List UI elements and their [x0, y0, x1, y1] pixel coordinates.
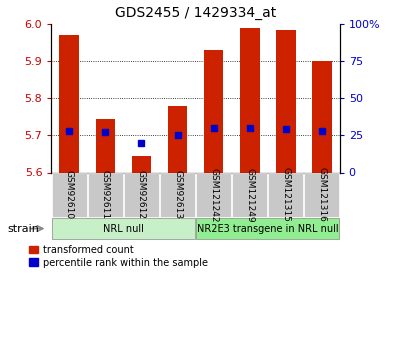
Bar [204, 50, 224, 172]
Text: GSM121242: GSM121242 [209, 168, 218, 222]
Text: strain: strain [8, 224, 40, 234]
Bar [240, 28, 260, 172]
Text: GSM121315: GSM121315 [281, 167, 290, 223]
Bar [96, 119, 115, 172]
Title: GDS2455 / 1429334_at: GDS2455 / 1429334_at [115, 6, 276, 20]
Text: GSM121316: GSM121316 [317, 167, 326, 223]
Legend: transformed count, percentile rank within the sample: transformed count, percentile rank withi… [28, 245, 208, 268]
Bar [276, 30, 295, 172]
Text: NRL null: NRL null [103, 224, 144, 234]
Text: GSM121249: GSM121249 [245, 168, 254, 222]
Text: GSM92610: GSM92610 [65, 170, 74, 219]
Text: GSM92612: GSM92612 [137, 170, 146, 219]
Bar [60, 35, 79, 172]
Text: GSM92613: GSM92613 [173, 170, 182, 219]
Text: GSM92611: GSM92611 [101, 170, 110, 219]
Bar [167, 106, 187, 172]
Bar [312, 61, 331, 172]
Bar [132, 156, 151, 172]
Text: NR2E3 transgene in NRL null: NR2E3 transgene in NRL null [197, 224, 339, 234]
